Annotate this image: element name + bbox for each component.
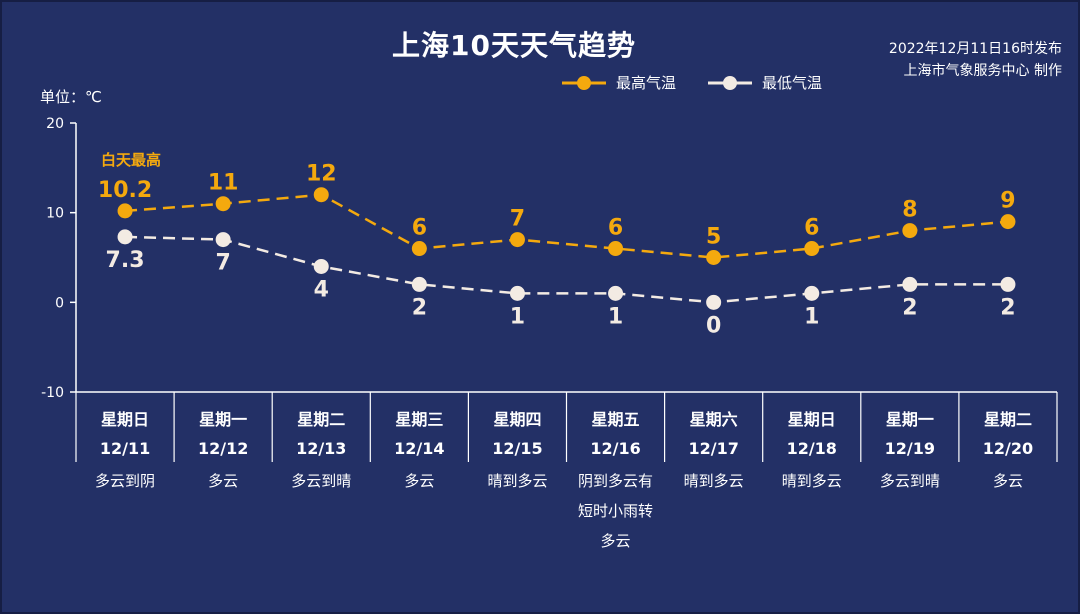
data-label-high: 5 — [706, 225, 721, 250]
x-tick-weekday: 星期日 — [101, 410, 149, 429]
x-tick-date: 12/20 — [983, 439, 1033, 458]
data-label-high: 10.2 — [98, 178, 152, 203]
series-line-high — [124, 193, 1009, 259]
weather-label: 多云 — [993, 472, 1023, 490]
x-tick-date: 12/15 — [492, 439, 542, 458]
unit-label: 单位：℃ — [40, 88, 102, 106]
x-tick-weekday: 星期四 — [493, 410, 541, 429]
data-label-high: 6 — [412, 216, 427, 241]
legend-label-low: 最低气温 — [762, 74, 823, 92]
data-label-low: 4 — [314, 277, 329, 302]
data-label-high: 7 — [510, 207, 525, 232]
data-point-low — [1000, 276, 1016, 292]
x-tick-weekday: 星期六 — [690, 410, 738, 429]
legend-swatch-high — [562, 75, 606, 90]
data-point-low — [313, 258, 329, 274]
legend-label-high: 最高气温 — [616, 74, 677, 92]
data-point-low — [509, 285, 525, 301]
x-tick-weekday: 星期一 — [886, 410, 934, 429]
x-tick-date: 12/13 — [296, 439, 346, 458]
data-point-low — [215, 232, 231, 248]
data-label-low: 7 — [215, 251, 230, 276]
data-point-high — [117, 203, 133, 219]
data-label-low: 2 — [412, 295, 427, 320]
x-tick-weekday: 星期五 — [592, 410, 640, 429]
x-tick-weekday: 星期二 — [297, 410, 345, 429]
data-point-low — [411, 276, 427, 292]
data-point-high — [706, 250, 722, 265]
x-tick-weekday: 星期三 — [395, 410, 443, 429]
data-point-high — [608, 241, 624, 257]
y-tick-label: 0 — [55, 295, 64, 311]
weather-label: 多云 — [208, 472, 238, 490]
data-label-low: 2 — [1000, 295, 1015, 320]
x-tick-date: 12/16 — [590, 439, 640, 458]
data-label-low: 1 — [510, 304, 525, 329]
y-tick-label: -10 — [41, 385, 64, 401]
data-point-high — [509, 232, 525, 248]
data-point-high — [313, 187, 329, 203]
data-label-low: 7.3 — [106, 248, 145, 273]
x-tick-date: 12/17 — [688, 439, 738, 458]
x-tick-date: 12/18 — [787, 439, 837, 458]
x-tick-date: 12/11 — [100, 439, 150, 458]
data-label-low: 2 — [902, 295, 917, 320]
legend-item-high: 最高气温 — [562, 72, 676, 93]
weather-label: 多云到阴 — [95, 472, 155, 490]
weather-label: 多云到晴 — [291, 472, 351, 490]
weather-label: 晴到多云 — [684, 472, 744, 490]
x-tick-date: 12/19 — [885, 439, 935, 458]
weather-label: 多云到晴 — [880, 472, 940, 490]
y-tick-label: 20 — [46, 116, 64, 132]
x-tick-date: 12/14 — [394, 439, 444, 458]
weather-label: 晴到多云 — [487, 472, 547, 490]
weather-label: 多云 — [601, 532, 631, 550]
data-point-low — [706, 294, 722, 310]
data-point-low — [608, 285, 624, 301]
data-point-high — [804, 241, 820, 257]
data-label-low: 1 — [804, 304, 819, 329]
data-label-high: 11 — [208, 171, 239, 196]
series-line-low — [125, 235, 1008, 304]
data-point-high — [411, 241, 427, 257]
data-label-low: 0 — [706, 313, 721, 338]
x-tick-weekday: 星期二 — [984, 410, 1032, 429]
weather-label: 阴到多云有 — [578, 472, 653, 490]
data-point-low — [902, 276, 918, 292]
weather-label: 多云 — [404, 472, 434, 490]
issue-time: 2022年12月11日16时发布 — [888, 41, 1062, 57]
x-tick-weekday: 星期日 — [788, 410, 836, 429]
data-label-low: 1 — [608, 304, 623, 329]
data-point-high — [1000, 214, 1016, 230]
x-tick-weekday: 星期一 — [199, 410, 247, 429]
data-label-high: 6 — [608, 216, 623, 241]
data-label-high: 12 — [306, 162, 337, 187]
issue-info: 2022年12月11日16时发布 上海市气象服务中心 制作 — [889, 38, 1062, 82]
x-tick-date: 12/12 — [198, 439, 248, 458]
legend: 最高气温 最低气温 — [562, 72, 854, 93]
data-point-high — [902, 223, 918, 239]
producer: 上海市气象服务中心 制作 — [903, 63, 1062, 79]
data-point-low — [804, 285, 820, 301]
data-point-low — [117, 229, 133, 245]
legend-item-low: 最低气温 — [708, 72, 822, 93]
legend-swatch-low — [708, 75, 753, 90]
weather-label: 短时小雨转 — [578, 502, 653, 520]
data-point-high — [215, 196, 231, 212]
annotation-day-high: 白天最高 — [101, 151, 161, 169]
weather-label: 晴到多云 — [782, 472, 842, 490]
chart-title: 上海10天天气趋势 — [392, 29, 636, 62]
data-label-high: 9 — [1000, 189, 1015, 214]
y-tick-label: 10 — [46, 206, 64, 222]
data-label-high: 6 — [804, 216, 819, 241]
data-label-high: 8 — [902, 198, 917, 223]
